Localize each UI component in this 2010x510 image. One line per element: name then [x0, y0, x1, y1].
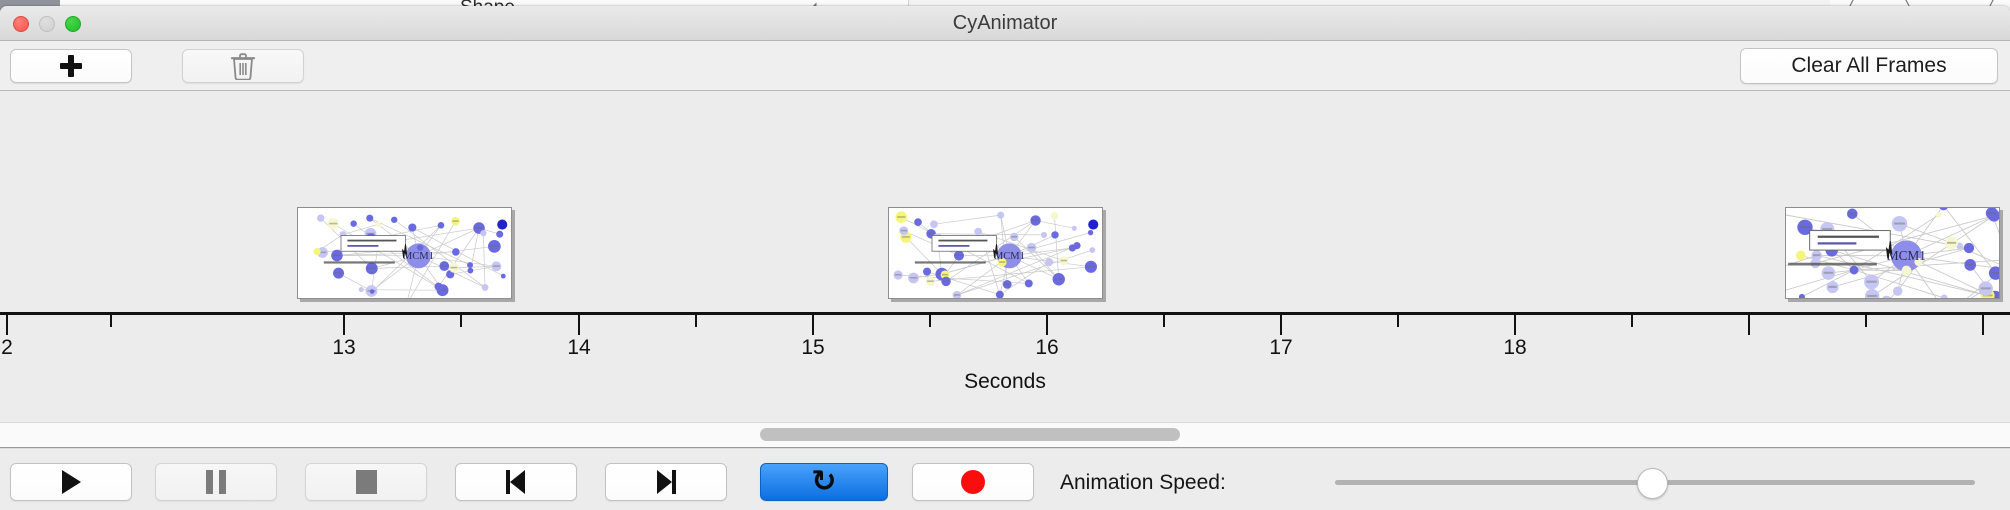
frame-network-thumbnail: MCM1 — [313, 214, 508, 298]
record-button[interactable] — [912, 463, 1034, 501]
ruler-tick-label: 17 — [1269, 336, 1293, 359]
frame-network-thumbnail: MCM1 — [1786, 208, 1999, 298]
time-ruler[interactable]: 2 13 14 15 16 17 18 Seconds — [0, 312, 2010, 422]
svg-text:MCM1: MCM1 — [1887, 248, 1926, 263]
ruler-tick — [1046, 315, 1048, 335]
ruler-tick — [1163, 315, 1165, 327]
play-button[interactable] — [10, 463, 132, 501]
timeline-frame[interactable]: MCM1 — [888, 207, 1103, 299]
timeline-frame[interactable]: MCM1 — [1785, 207, 2000, 299]
svg-text:MCM1: MCM1 — [994, 251, 1025, 262]
ruler-tick — [460, 315, 462, 327]
play-icon — [61, 470, 81, 494]
zoom-button[interactable] — [65, 16, 81, 32]
window-title: CyAnimator — [952, 12, 1058, 34]
ruler-tick — [343, 315, 345, 335]
ruler-tick-label: 18 — [1503, 336, 1527, 359]
scrollbar-thumb[interactable] — [760, 428, 1180, 441]
ruler-tick — [1982, 315, 1984, 335]
ruler-tick — [1631, 315, 1633, 327]
minimize-button[interactable] — [39, 16, 55, 32]
animation-speed-slider-thumb[interactable] — [1637, 468, 1668, 499]
ruler-tick — [1397, 315, 1399, 327]
ruler-tick — [1514, 315, 1516, 335]
title-bar: CyAnimator — [0, 6, 2010, 41]
playback-controls-bar: ↻ Animation Speed: — [0, 448, 2010, 510]
ruler-tick — [6, 315, 8, 335]
ruler-tick — [812, 315, 814, 335]
frames-timeline-area[interactable]: MCM1 MCM1 MCM1 — [0, 91, 2010, 312]
axis-title: Seconds — [964, 370, 1046, 393]
trash-icon — [230, 53, 256, 80]
ruler-baseline — [0, 312, 2010, 315]
ruler-tick-label: 13 — [332, 336, 356, 359]
ruler-tick — [1865, 315, 1867, 327]
ruler-tick — [929, 315, 931, 327]
close-button[interactable] — [13, 16, 29, 32]
horizontal-scrollbar[interactable] — [0, 422, 2010, 448]
loop-button[interactable]: ↻ — [760, 463, 888, 501]
ruler-tick — [110, 315, 112, 327]
ruler-tick-label: 2 — [1, 336, 13, 359]
timeline-frame[interactable]: MCM1 — [297, 207, 512, 299]
frame-toolbar: Clear All Frames — [0, 41, 2010, 91]
delete-frame-button[interactable] — [182, 49, 304, 83]
svg-text:MCM1: MCM1 — [403, 251, 434, 262]
window-controls — [13, 16, 81, 32]
ruler-tick-label: 14 — [567, 336, 591, 359]
cyanimator-window: CyAnimator Clear All Frames MCM1 MCM1 MCM1… — [0, 6, 2010, 510]
ruler-tick — [1280, 315, 1282, 335]
pause-icon — [206, 470, 226, 494]
pause-button[interactable] — [155, 463, 277, 501]
plus-icon — [60, 55, 82, 77]
ruler-tick — [1748, 315, 1750, 335]
ruler-tick — [695, 315, 697, 327]
record-icon — [961, 470, 985, 494]
ruler-tick — [578, 315, 580, 335]
skip-to-start-button[interactable] — [455, 463, 577, 501]
ruler-tick-label: 15 — [801, 336, 825, 359]
skip-to-end-button[interactable] — [605, 463, 727, 501]
frame-network-thumbnail: MCM1 — [893, 211, 1099, 298]
skip-start-icon — [504, 470, 528, 494]
loop-icon: ↻ — [811, 464, 837, 499]
clear-all-frames-button[interactable]: Clear All Frames — [1740, 48, 1998, 84]
ruler-tick-label: 16 — [1035, 336, 1059, 359]
stop-button[interactable] — [305, 463, 427, 501]
add-frame-button[interactable] — [10, 49, 132, 83]
skip-end-icon — [654, 470, 678, 494]
animation-speed-label: Animation Speed: — [1060, 471, 1226, 494]
stop-icon — [355, 470, 377, 494]
